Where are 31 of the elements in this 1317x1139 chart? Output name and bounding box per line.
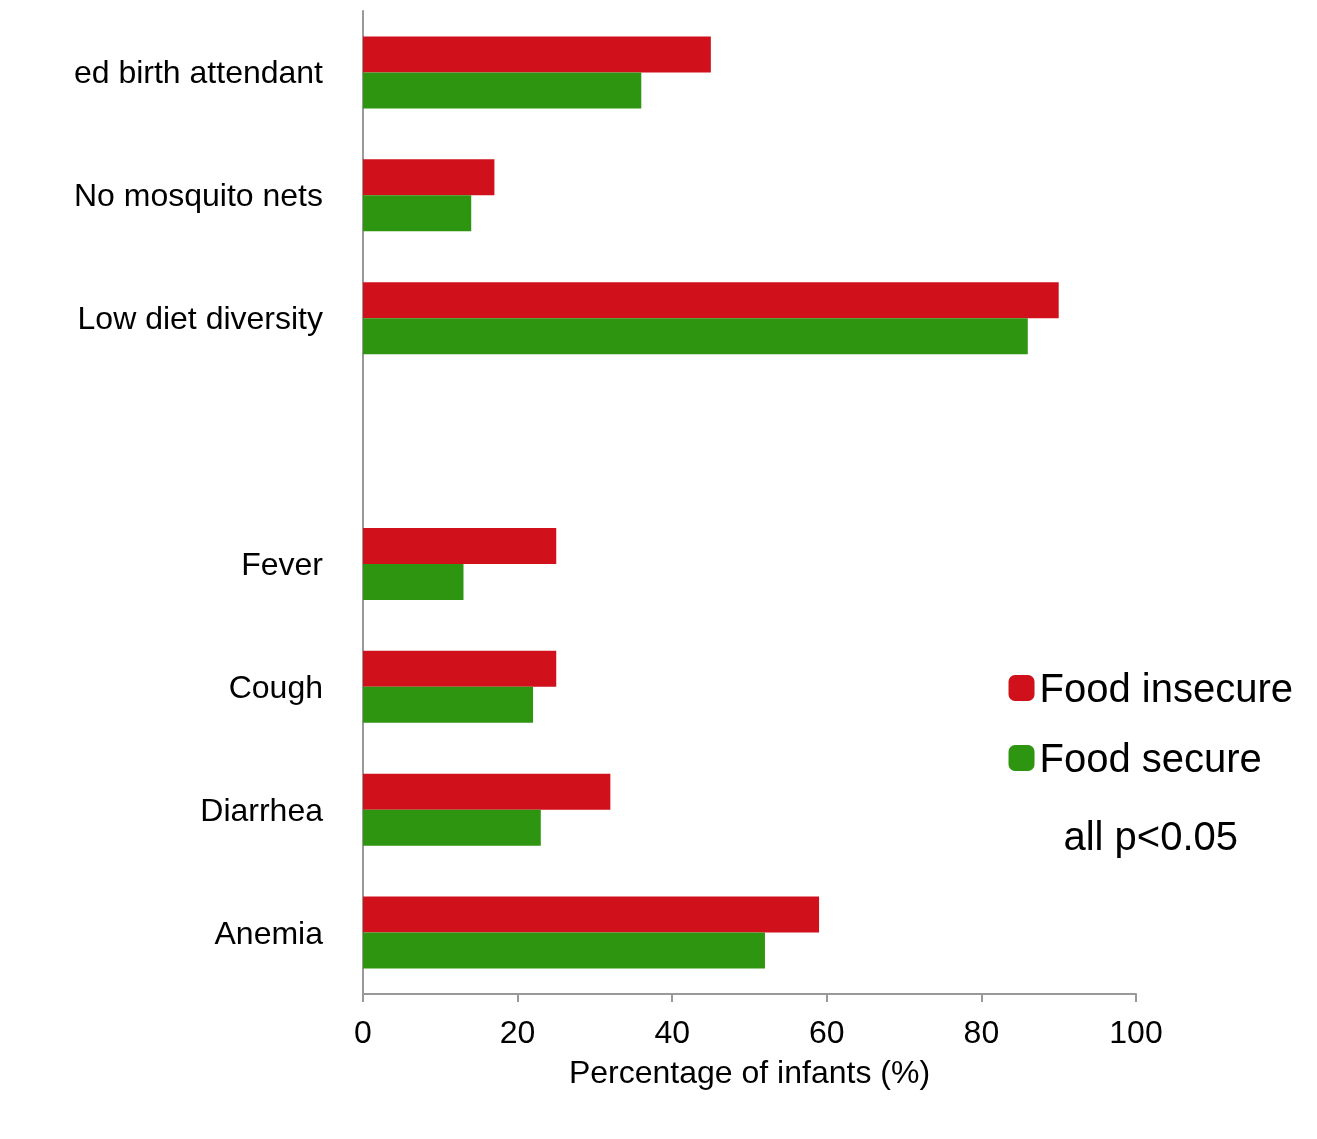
y-tick-label: Low diet diversity <box>77 300 323 337</box>
bar <box>363 527 557 564</box>
y-tick-label: Anemia <box>214 914 324 951</box>
x-tick-label: 80 <box>963 1014 1000 1050</box>
y-tick-label: ed birth attendant <box>73 54 324 91</box>
legend-label: Food insecure <box>1039 666 1294 710</box>
bar <box>363 36 711 73</box>
x-tick-label: 20 <box>499 1014 536 1050</box>
bar <box>363 809 541 846</box>
bar <box>363 282 1059 319</box>
x-axis-title: Percentage of infants (%) <box>568 1054 931 1090</box>
legend-label: Food secure <box>1039 736 1262 780</box>
y-tick-label: No mosquito nets <box>73 177 323 214</box>
bar <box>363 563 464 600</box>
bar <box>363 650 557 687</box>
bar <box>363 686 534 723</box>
y-tick-label: Cough <box>228 668 323 705</box>
bar <box>363 896 820 933</box>
x-tick-label: 60 <box>809 1014 845 1050</box>
y-tick-label: Fever <box>241 545 324 582</box>
x-tick-label: 40 <box>654 1014 690 1050</box>
bar <box>363 159 495 196</box>
bar <box>363 932 765 969</box>
bar <box>363 318 1028 355</box>
bar <box>363 195 472 232</box>
bar <box>363 72 642 109</box>
y-tick-label: Diarrhea <box>200 791 324 828</box>
x-tick-label: 0 <box>354 1014 372 1050</box>
x-tick-label: 100 <box>1109 1014 1163 1050</box>
annotation: all p<0.05 <box>1063 814 1238 858</box>
bar <box>363 773 611 810</box>
